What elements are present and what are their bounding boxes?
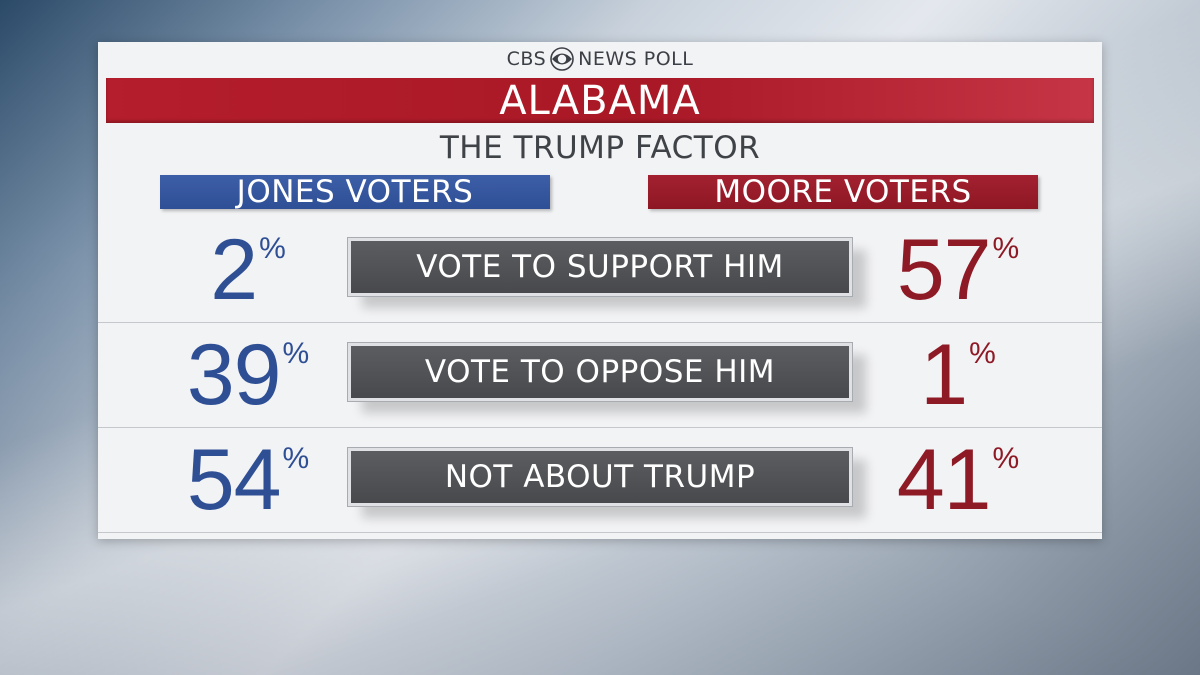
brand-news-poll: NEWS POLL <box>578 48 694 70</box>
moore-oppose-value: 1% <box>920 327 996 423</box>
moore-not-about-value: 41% <box>896 432 1020 528</box>
subtitle: THE TRUMP FACTOR <box>439 130 761 166</box>
row-label-support: VOTE TO SUPPORT HIM <box>348 238 852 296</box>
moore-support-value: 57% <box>896 222 1020 318</box>
poll-card: CBS NEWS POLL ALABAMA THE TRUMP FACTOR J… <box>98 42 1102 539</box>
jones-voters-header: JONES VOTERS <box>160 174 550 210</box>
row-label-not-about-trump: NOT ABOUT TRUMP <box>348 448 852 506</box>
jones-support-value: 2% <box>210 222 286 318</box>
jones-not-about-value: 54% <box>186 432 310 528</box>
jones-oppose-value: 39% <box>186 327 310 423</box>
table-row-support: 2% VOTE TO SUPPORT HIM 57% <box>98 218 1102 323</box>
moore-voters-header: MOORE VOTERS <box>648 174 1038 210</box>
state-title: ALABAMA <box>499 77 701 124</box>
state-banner: ALABAMA <box>106 77 1094 124</box>
table-row-oppose: 39% VOTE TO OPPOSE HIM 1% <box>98 323 1102 428</box>
row-label-oppose: VOTE TO OPPOSE HIM <box>348 343 852 401</box>
brand-cbs: CBS <box>506 48 547 70</box>
cbs-eye-icon <box>550 47 574 71</box>
table-row-not-about-trump: 54% NOT ABOUT TRUMP 41% <box>98 428 1102 533</box>
brand-line: CBS NEWS POLL <box>98 46 1102 72</box>
